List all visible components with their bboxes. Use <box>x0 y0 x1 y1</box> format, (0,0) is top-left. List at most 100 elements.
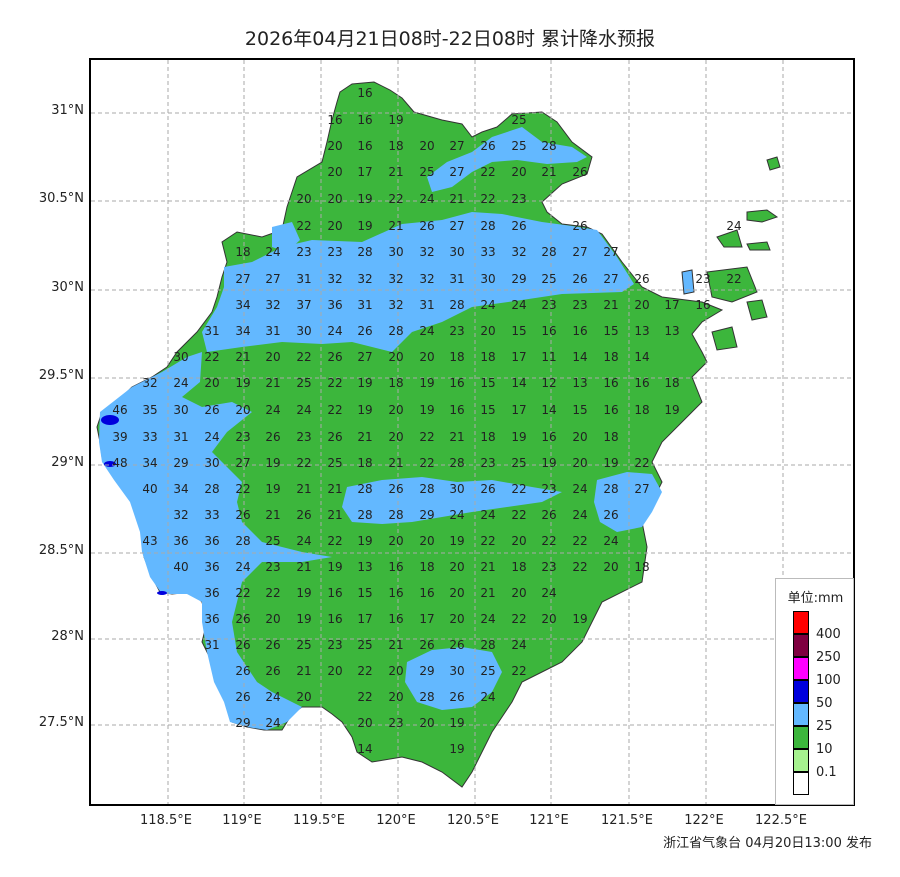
island-east-8 <box>746 299 768 321</box>
precip-value: 18 <box>419 560 435 574</box>
precip-value: 22 <box>235 586 251 600</box>
precip-value: 20 <box>327 139 343 153</box>
precip-value: 19 <box>296 586 312 600</box>
precip-value: 16 <box>357 86 373 100</box>
precip-value: 31 <box>204 638 220 652</box>
precip-value: 26 <box>327 430 343 444</box>
precip-value: 21 <box>449 430 465 444</box>
precip-value: 32 <box>327 272 343 286</box>
precip-value: 21 <box>480 586 496 600</box>
precip-value: 18 <box>480 430 496 444</box>
precip-value: 14 <box>541 403 557 417</box>
precip-value: 20 <box>388 403 404 417</box>
precip-value: 17 <box>664 298 680 312</box>
precip-value: 30 <box>449 664 465 678</box>
map-frame: 16 16 16 19 25 20 16 18 20 27 26 25 28 20 17 21 25 27 22 20… <box>89 58 855 806</box>
precip-value: 26 <box>235 638 251 652</box>
precip-value: 22 <box>296 350 312 364</box>
precip-value: 27 <box>572 245 588 259</box>
precip-value: 22 <box>265 586 281 600</box>
precip-value: 20 <box>265 612 281 626</box>
precip-value: 23 <box>388 716 404 730</box>
precip-value: 26 <box>235 664 251 678</box>
precip-value: 17 <box>357 165 373 179</box>
precip-value: 20 <box>419 139 435 153</box>
precip-value: 18 <box>603 430 619 444</box>
precip-value: 23 <box>235 430 251 444</box>
blue-band-east <box>594 472 662 532</box>
precip-value: 25 <box>265 534 281 548</box>
precip-value: 28 <box>419 482 435 496</box>
precip-value: 26 <box>204 403 220 417</box>
precip-value: 33 <box>204 508 220 522</box>
precip-value: 32 <box>388 298 404 312</box>
legend-swatch <box>793 634 809 657</box>
x-tick-label: 121°E <box>529 813 569 828</box>
precip-value: 26 <box>235 690 251 704</box>
precip-value: 20 <box>388 664 404 678</box>
precip-value: 31 <box>357 298 373 312</box>
precip-value: 21 <box>265 376 281 390</box>
precip-value: 23 <box>480 456 496 470</box>
y-tick-label: 28°N <box>51 629 84 644</box>
precip-value: 36 <box>204 612 220 626</box>
precip-value: 16 <box>541 430 557 444</box>
precip-value: 21 <box>296 664 312 678</box>
precip-value: 25 <box>357 638 373 652</box>
y-tick-label: 29.5°N <box>38 368 84 383</box>
precip-value: 15 <box>480 403 496 417</box>
precip-value: 24 <box>480 690 496 704</box>
precip-value: 14 <box>511 376 527 390</box>
precip-value: 16 <box>357 139 373 153</box>
precip-value: 20 <box>388 690 404 704</box>
precip-value: 16 <box>695 298 711 312</box>
precipitation-map <box>91 60 853 804</box>
precip-value: 26 <box>235 612 251 626</box>
precip-value: 25 <box>296 376 312 390</box>
precip-value: 24 <box>480 508 496 522</box>
precip-value: 25 <box>480 664 496 678</box>
precip-value: 19 <box>449 716 465 730</box>
precip-value: 28 <box>388 324 404 338</box>
precip-value: 34 <box>235 324 251 338</box>
precip-value: 13 <box>572 376 588 390</box>
precip-value: 29 <box>173 456 189 470</box>
precip-value: 16 <box>327 113 343 127</box>
precip-value: 22 <box>480 534 496 548</box>
precip-value: 19 <box>327 560 343 574</box>
precip-value: 30 <box>449 482 465 496</box>
precip-value: 40 <box>173 560 189 574</box>
precip-value: 18 <box>235 245 251 259</box>
precip-value: 20 <box>296 690 312 704</box>
precip-value: 24 <box>572 508 588 522</box>
precip-value: 27 <box>235 456 251 470</box>
precip-value: 27 <box>235 272 251 286</box>
precip-value: 26 <box>235 508 251 522</box>
precip-value: 27 <box>265 272 281 286</box>
precip-value: 39 <box>112 430 128 444</box>
precip-value: 27 <box>449 139 465 153</box>
precip-value: 48 <box>112 456 128 470</box>
precip-value: 26 <box>541 508 557 522</box>
precip-value: 28 <box>480 638 496 652</box>
precip-value: 16 <box>327 586 343 600</box>
precip-value: 20 <box>419 350 435 364</box>
precip-value: 24 <box>511 298 527 312</box>
blue-band-south <box>405 647 502 710</box>
precip-value: 22 <box>327 376 343 390</box>
y-tick-label: 28.5°N <box>38 543 84 558</box>
precip-value: 16 <box>419 586 435 600</box>
island-east-3 <box>746 241 771 251</box>
precip-value: 24 <box>173 376 189 390</box>
precip-value: 14 <box>634 350 650 364</box>
precip-value: 31 <box>419 298 435 312</box>
precip-value: 34 <box>142 456 158 470</box>
precip-value: 15 <box>357 586 373 600</box>
x-tick-label: 118.5°E <box>140 813 192 828</box>
precip-value: 20 <box>327 165 343 179</box>
precip-value: 16 <box>634 376 650 390</box>
precip-value: 25 <box>511 113 527 127</box>
precip-value: 30 <box>296 324 312 338</box>
precip-value: 18 <box>480 350 496 364</box>
precip-value: 16 <box>388 612 404 626</box>
